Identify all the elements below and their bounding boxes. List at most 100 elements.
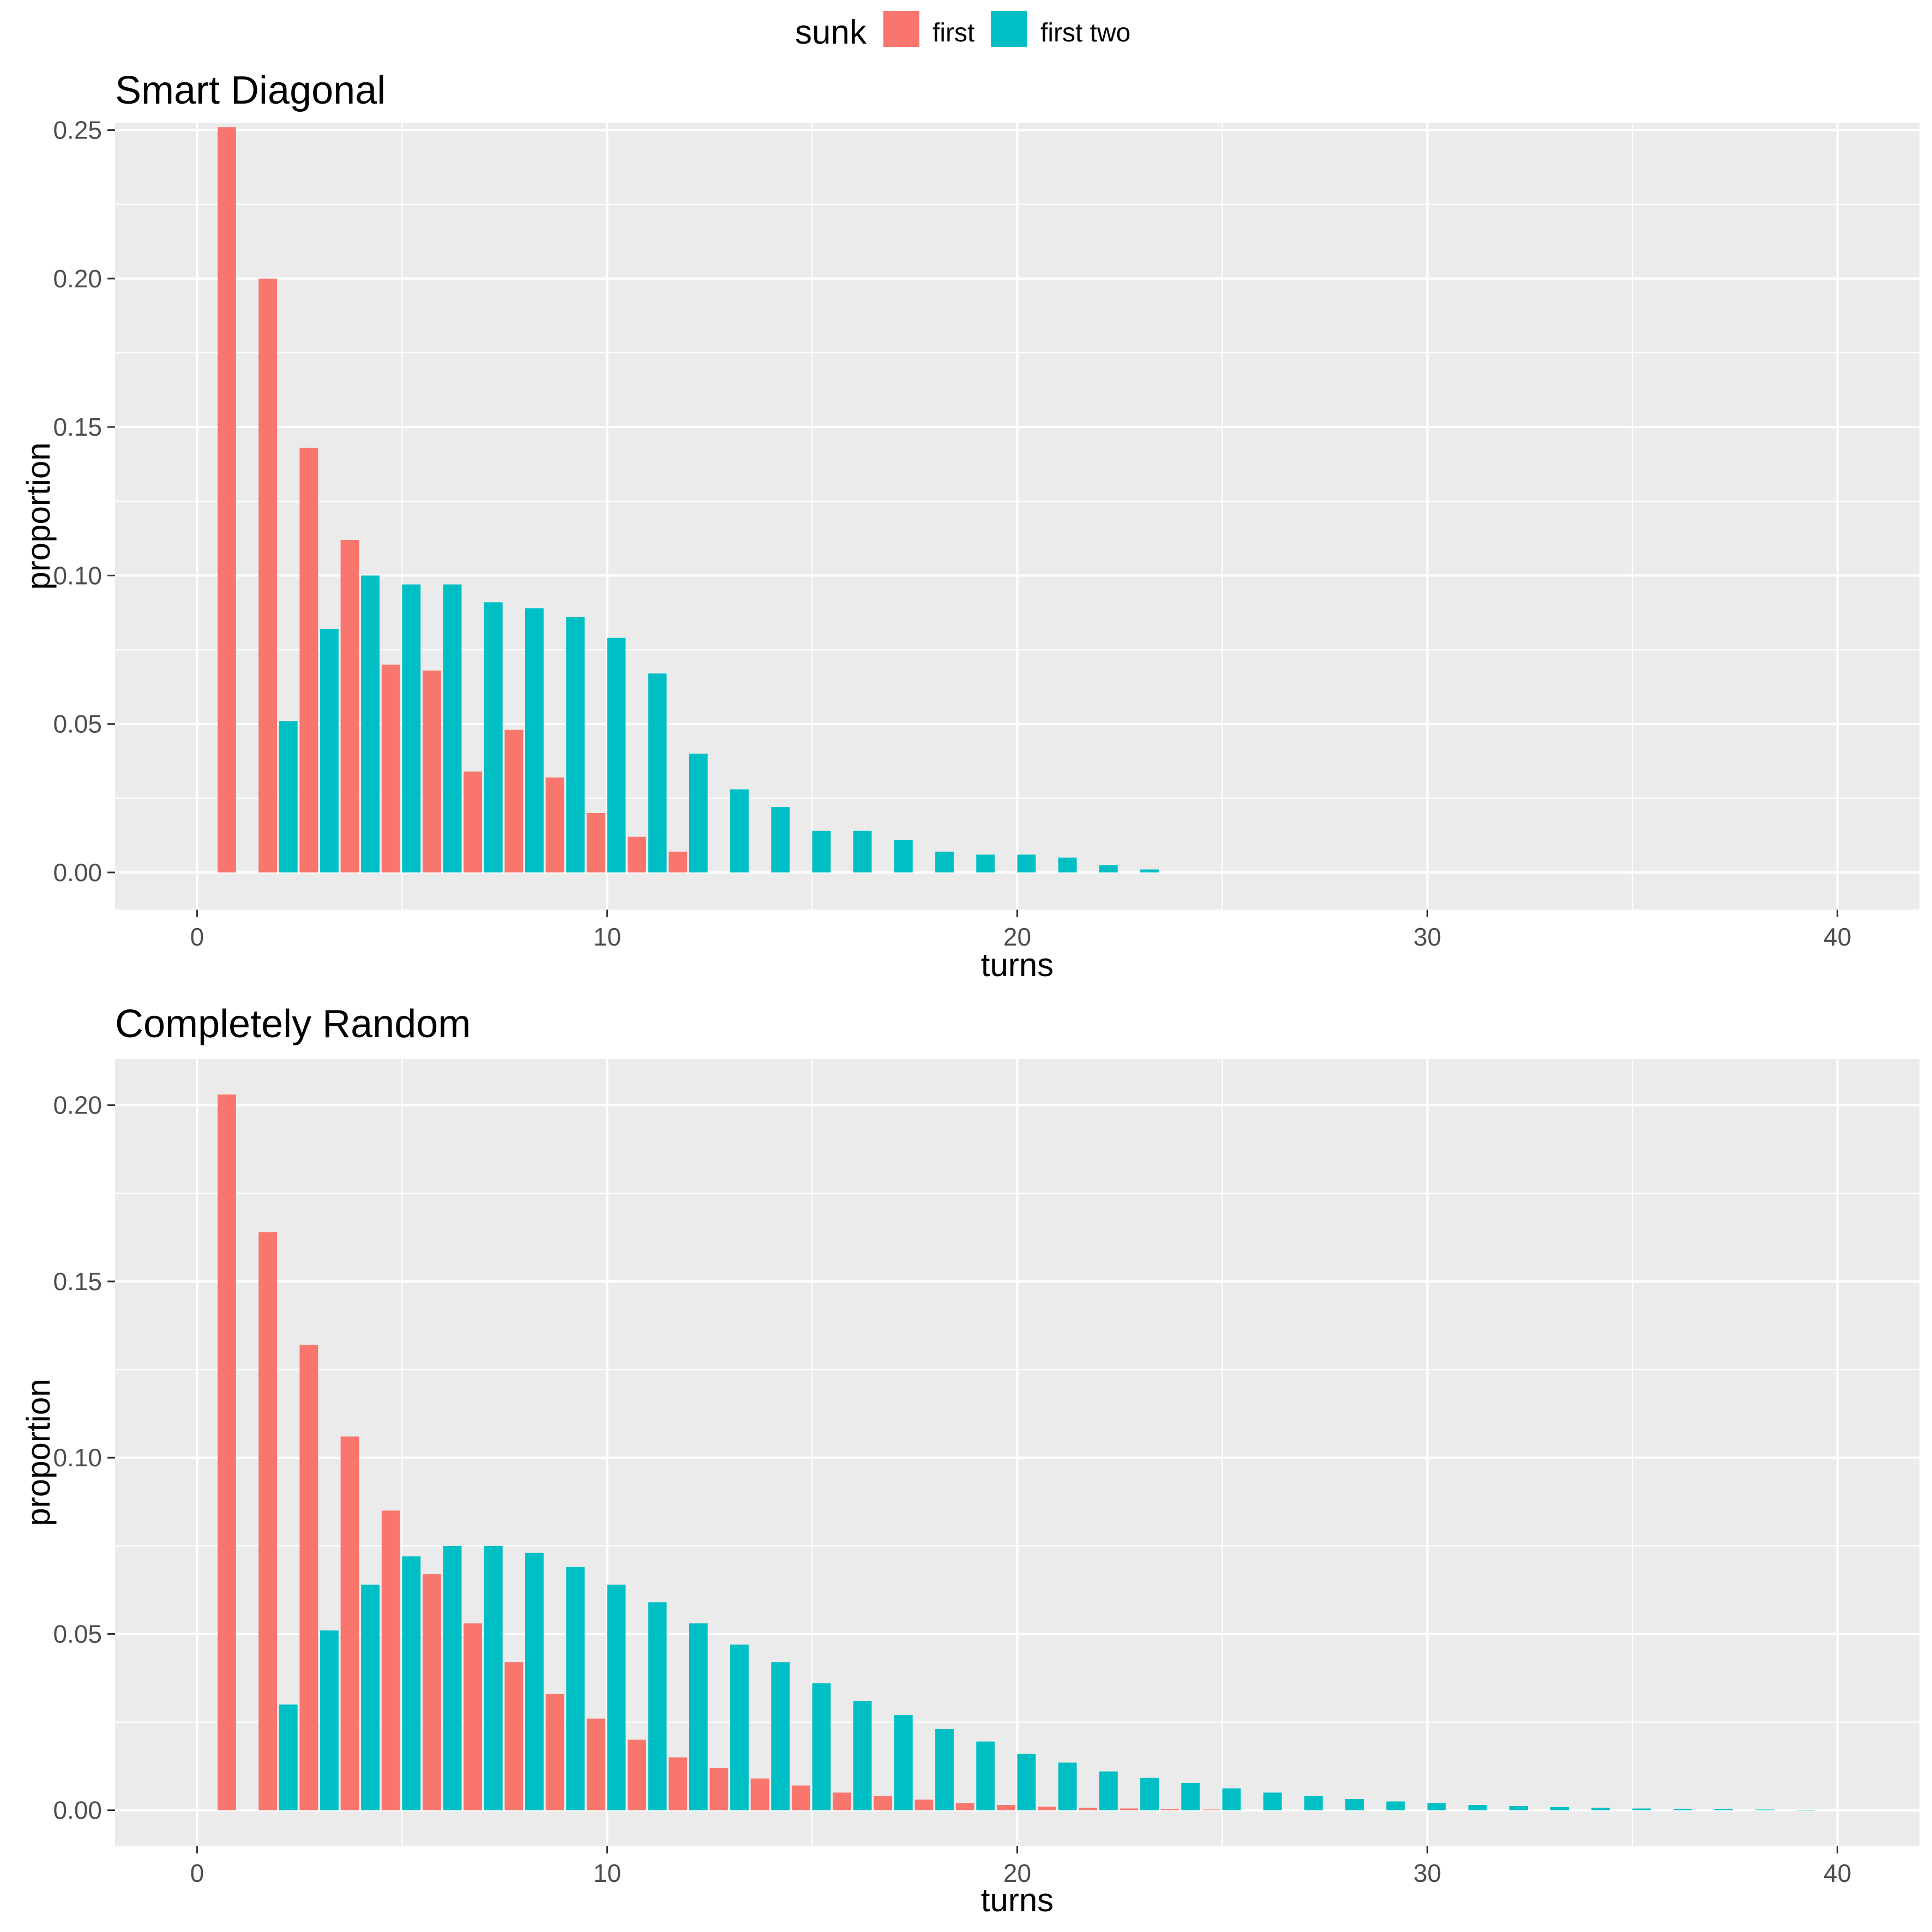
bar-first-two: [361, 575, 380, 872]
bar-first-two: [484, 602, 503, 872]
y-axis-label: proportion: [20, 1379, 57, 1526]
bar-first-two: [1099, 865, 1118, 872]
bar-first-two: [402, 584, 421, 872]
bar-first: [1038, 1807, 1056, 1810]
bar-first-two: [1017, 1754, 1036, 1810]
bar-first-two: [1386, 1801, 1405, 1810]
bar-first: [669, 851, 688, 872]
bar-first: [299, 448, 318, 872]
x-tick-label: 0: [190, 923, 204, 951]
legend-key-first-two: [991, 11, 1027, 47]
bar-first-two: [1181, 1783, 1200, 1810]
bar-first-two: [1017, 854, 1036, 872]
bar-first: [1160, 1809, 1179, 1810]
bar-first: [218, 1094, 236, 1810]
legend: sunk first first two: [795, 11, 1130, 51]
bar-first: [791, 1785, 810, 1810]
bar-first-two: [361, 1584, 380, 1810]
bar-first: [914, 1799, 934, 1810]
bar-first-two: [443, 584, 462, 872]
y-tick-label: 0.10: [53, 1443, 102, 1472]
bar-first: [996, 1805, 1015, 1810]
bar-first-two: [935, 851, 954, 872]
bar-first-two: [1222, 1788, 1241, 1810]
legend-label-first-two: first two: [1040, 19, 1130, 47]
bar-first-two: [1714, 1809, 1733, 1810]
bar-first-two: [525, 1552, 544, 1810]
bar-first-two: [1263, 1792, 1282, 1810]
y-tick-label: 0.05: [53, 1620, 102, 1648]
bar-first: [586, 813, 605, 872]
bar-first: [423, 1574, 441, 1810]
bar-first-two: [1140, 1778, 1159, 1810]
y-tick-label: 0.05: [53, 710, 102, 738]
bar-first-two: [1345, 1799, 1364, 1810]
legend-label-first: first: [932, 19, 974, 47]
bar-first-two: [1468, 1805, 1487, 1810]
bar-first-two: [1058, 857, 1077, 872]
x-tick-label: 0: [190, 1859, 204, 1887]
bar-first-two: [1099, 1771, 1118, 1810]
y-tick-label: 0.25: [53, 116, 102, 145]
bar-first-two: [689, 1623, 708, 1810]
bar-first: [381, 664, 400, 872]
bar-first-two: [1427, 1803, 1446, 1810]
x-tick-label: 40: [1823, 923, 1851, 951]
bar-first-two: [1673, 1809, 1692, 1810]
bar-first: [258, 1232, 278, 1810]
bar-first-two: [279, 1704, 298, 1810]
bar-first-two: [812, 830, 831, 872]
y-tick-label: 0.15: [53, 1267, 102, 1296]
bar-first-two: [648, 1602, 667, 1810]
bar-first-two: [1632, 1808, 1651, 1810]
bar-first-two: [812, 1683, 831, 1810]
bar-first-two: [566, 1567, 585, 1810]
bar-first-two: [279, 721, 298, 872]
x-tick-label: 20: [1003, 923, 1031, 951]
panel-smart-diagonal: Smart Diagonal 0 10 20 30 40 0.00 0.05 0.10 0.15…: [20, 69, 1919, 983]
y-tick-label: 0.20: [53, 1091, 102, 1120]
bar-first-two: [320, 629, 339, 872]
bar-first-two: [1058, 1762, 1077, 1810]
bar-first-two: [484, 1545, 503, 1810]
y-tick-label: 0.00: [53, 1796, 102, 1825]
bar-first: [1120, 1808, 1139, 1810]
axis-ticks: 0 10 20 30 40 0.00 0.05 0.10 0.15 0.20: [53, 1091, 1851, 1887]
bar-first: [628, 1740, 646, 1810]
bar-first-two: [1550, 1807, 1569, 1810]
bar-first-two: [607, 1584, 626, 1810]
bar-first-two: [935, 1729, 954, 1810]
bar-first: [833, 1792, 851, 1810]
bars: [218, 1094, 1815, 1811]
bar-first-two: [976, 1741, 995, 1810]
bar-first: [545, 1694, 564, 1810]
bar-first: [340, 540, 359, 872]
bar-first: [464, 771, 483, 872]
bar-first: [750, 1778, 769, 1810]
x-tick-label: 10: [593, 1859, 621, 1887]
x-tick-label: 30: [1413, 923, 1441, 951]
y-tick-label: 0.20: [53, 264, 102, 293]
bar-first: [586, 1718, 605, 1810]
bar-first: [669, 1757, 688, 1810]
bar-first: [874, 1796, 893, 1810]
panel-completely-random: Completely Random 0 10 20 30 400.000.050.100…: [20, 1002, 1919, 1918]
bars: [218, 127, 1159, 872]
axis-ticks: 0 10 20 30 40 0.00 0.05 0.10 0.15 0.20 0.25: [53, 116, 1851, 951]
panel-title: Completely Random: [115, 1002, 471, 1046]
bar-first: [628, 836, 646, 872]
bar-first-two: [648, 673, 667, 872]
bar-first-two: [730, 789, 749, 872]
panel-title: Smart Diagonal: [115, 69, 386, 112]
bar-first: [1079, 1808, 1098, 1810]
bar-first-two: [525, 608, 544, 872]
x-tick-label: 30: [1413, 1859, 1441, 1887]
bar-first-two: [1755, 1809, 1774, 1810]
bar-first: [381, 1510, 400, 1810]
bar-first: [545, 777, 564, 872]
bar-first-two: [689, 754, 708, 872]
bar-first: [504, 730, 523, 872]
x-axis-label: turns: [981, 947, 1054, 983]
bar-first-two: [771, 807, 790, 872]
y-axis-label: proportion: [20, 442, 57, 589]
